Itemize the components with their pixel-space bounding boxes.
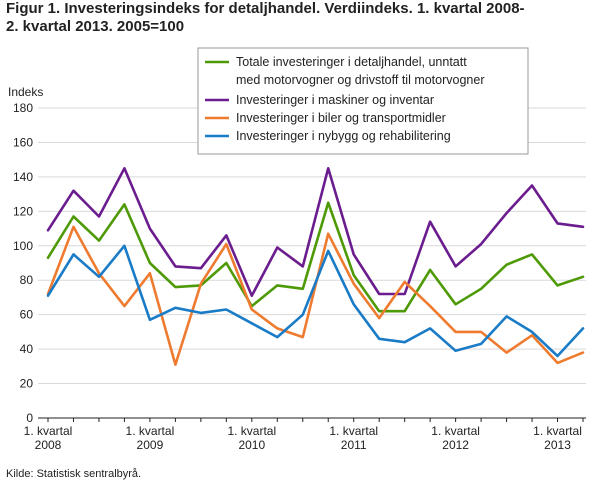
series-line-2: [46, 167, 585, 298]
chart-title: Figur 1. Investeringsindeks for detaljha…: [6, 0, 606, 36]
y-axis-ticks: 0 20 40 60 80 100 120 140 160 180: [13, 101, 33, 425]
legend-label-1: Totale investeringer i detaljhandel, unn…: [236, 55, 467, 69]
x-axis: 1. kvartal 2008 1. kvartal 2009 1. kvartal 20…: [24, 417, 586, 452]
y-tick-label: 60: [20, 308, 34, 322]
series-line-4: [46, 244, 585, 358]
legend-label-4: Investeringer i nybygg og rehabilitering: [236, 129, 451, 143]
y-tick-label: 180: [13, 101, 33, 115]
y-tick-label: 120: [13, 204, 33, 218]
legend-label-2: Investeringer i maskiner og inventar: [236, 93, 434, 107]
series-line-1: [46, 201, 585, 313]
y-tick-label: 40: [20, 342, 34, 356]
legend-label-1: med motorvogner og drivstoff til motorvo…: [236, 73, 485, 87]
y-tick-label: 140: [13, 170, 33, 184]
chart-title-line-2: 2. kvartal 2013. 2005=100: [6, 18, 185, 35]
y-tick-label: 100: [13, 239, 33, 253]
y-tick-label: 20: [20, 377, 34, 391]
source-note: Kilde: Statistisk sentralbyrå.: [6, 468, 142, 480]
chart-title-line-1: Figur 1. Investeringsindeks for detaljha…: [6, 0, 525, 17]
x-tick-label: 1. kvartal 2010: [227, 424, 276, 452]
y-tick-label: 0: [26, 411, 33, 425]
x-tick-label: 1. kvartal 2012: [431, 424, 480, 452]
x-tick-label: 1. kvartal 2011: [329, 424, 378, 452]
x-tick-label: 1. kvartal 2008: [24, 424, 73, 452]
legend-label-3: Investeringer i biler og transportmidler: [236, 111, 446, 125]
legend-box: [197, 47, 529, 155]
y-axis-label: Indeks: [8, 85, 43, 99]
x-tick-label: 1. kvartal 2009: [126, 424, 175, 452]
x-tick-label: 1. kvartal 2013: [533, 424, 582, 452]
series-lines: [46, 167, 585, 366]
y-tick-label: 80: [20, 273, 34, 287]
legend: Totale investeringer i detaljhandel, unn…: [197, 47, 529, 155]
y-tick-label: 160: [13, 135, 33, 149]
